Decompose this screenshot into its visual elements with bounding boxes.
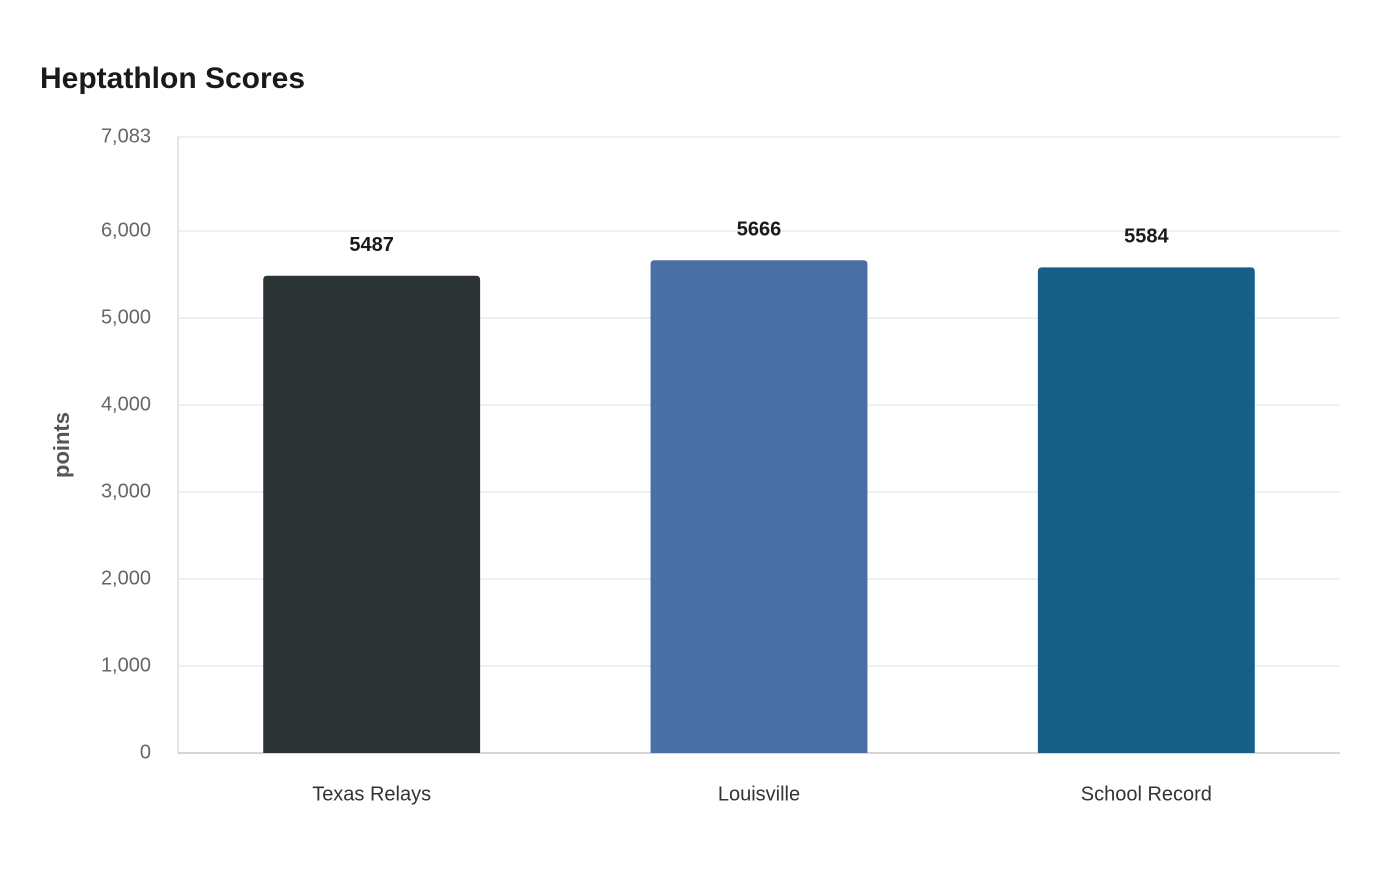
y-tick-label: 2,000 <box>101 567 151 589</box>
y-tick-label: 4,000 <box>101 393 151 415</box>
y-tick-label: 3,000 <box>101 480 151 502</box>
y-axis-label: points <box>49 412 74 478</box>
value-label: 5487 <box>349 234 394 256</box>
y-tick-label: 6,000 <box>101 219 151 241</box>
y-tick-label: 7,083 <box>101 125 151 147</box>
y-tick-label: 1,000 <box>101 654 151 676</box>
value-label: 5666 <box>737 219 782 241</box>
chart-title: Heptathlon Scores <box>40 62 305 95</box>
x-tick-label: Louisville <box>718 783 800 805</box>
x-tick-label: Texas Relays <box>312 783 431 805</box>
bar <box>650 260 868 753</box>
bar <box>1037 267 1255 753</box>
y-tick-label: 0 <box>140 741 151 763</box>
value-label: 5584 <box>1124 226 1169 248</box>
x-tick-label: School Record <box>1081 783 1212 805</box>
bar <box>263 275 481 753</box>
y-tick-label: 5,000 <box>101 306 151 328</box>
